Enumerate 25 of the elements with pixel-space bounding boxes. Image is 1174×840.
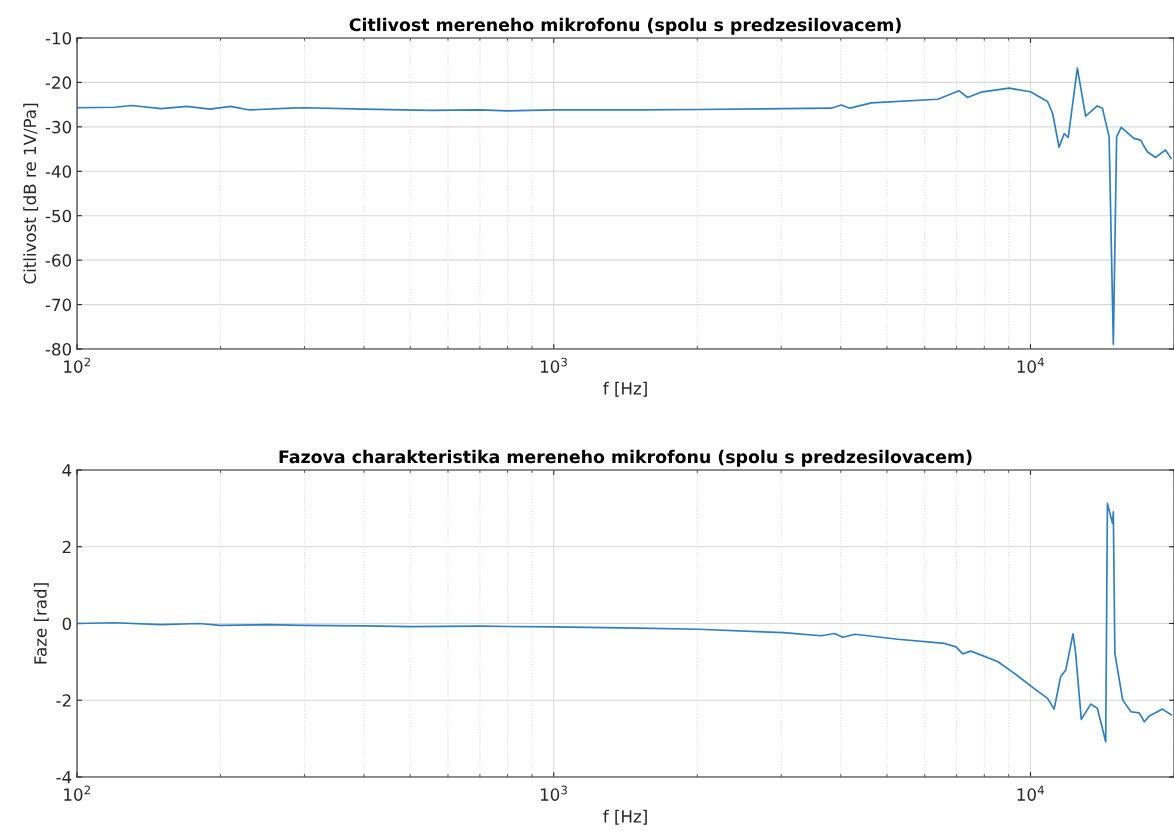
y-tick-label: -80 bbox=[45, 342, 72, 356]
x-tick-label: 10$^{3}$ bbox=[540, 357, 567, 373]
y-tick-label: -30 bbox=[45, 120, 72, 134]
x-tick-label: 10$^{4}$ bbox=[1017, 357, 1044, 373]
y-tick-label: -60 bbox=[45, 254, 72, 267]
y-tick-label: -4 bbox=[56, 771, 72, 784]
chart-title: Citlivost mereneho mikrofonu (spolu s predzesilovacem) bbox=[349, 17, 901, 35]
x-axis-title: f [Hz] bbox=[603, 809, 647, 825]
y-tick-label: 0 bbox=[62, 617, 72, 631]
y-tick-label: -2 bbox=[56, 694, 71, 707]
y-tick-label: -50 bbox=[45, 209, 72, 223]
y-axis-title: Faze [rad] bbox=[33, 583, 49, 664]
y-tick-label: -40 bbox=[45, 165, 72, 178]
y-tick-label: -20 bbox=[45, 76, 72, 89]
x-tick-label: 10$^{4}$ bbox=[1017, 785, 1044, 801]
y-tick-label: 4 bbox=[62, 464, 72, 477]
x-axis-title: f [Hz] bbox=[603, 381, 647, 397]
y-tick-label: 2 bbox=[62, 540, 71, 554]
y-tick-label: -10 bbox=[45, 31, 72, 45]
y-tick-label: -70 bbox=[45, 298, 72, 312]
chart-title: Fazova charakteristika mereneho mikrofonu (spolu s predzesilovacem) bbox=[279, 449, 972, 467]
y-axis-title: Citlivost [dB re 1V/Pa] bbox=[23, 103, 39, 284]
x-tick-label: 10$^{2}$ bbox=[64, 785, 90, 801]
x-tick-label: 10$^{3}$ bbox=[540, 785, 567, 801]
x-tick-label: 10$^{2}$ bbox=[64, 357, 90, 373]
